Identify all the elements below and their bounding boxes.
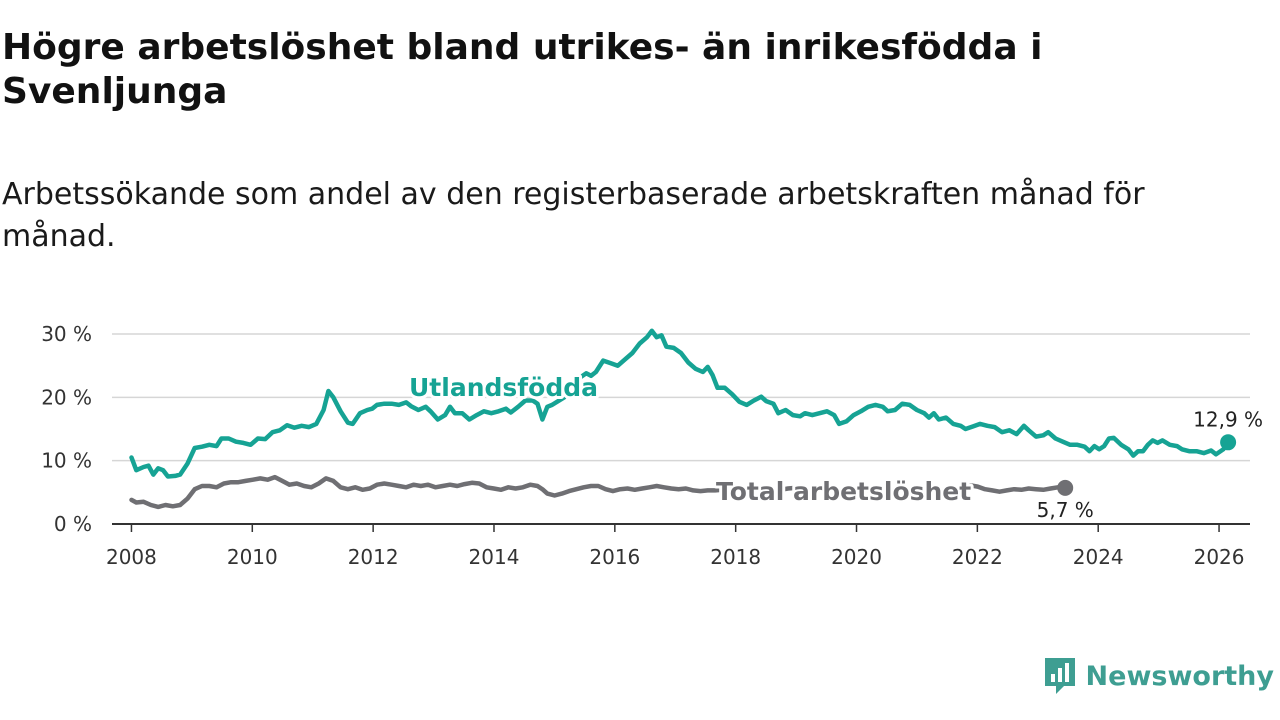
series-line-total-arbetsloshet	[129, 474, 1068, 510]
series-label-total-arbetsloshet: Total arbetslöshet	[716, 477, 971, 506]
end-point-utlandsfodda	[1220, 434, 1237, 451]
x-tick-label: 2018	[710, 545, 761, 569]
x-tick-label: 2014	[469, 545, 520, 569]
axis-layer: 0 % 10 % 20 % 30 % 2008 2010 2012 2014 2016 2018 2…	[41, 322, 1250, 569]
x-tick-label: 2012	[348, 545, 399, 569]
x-tick-label: 2008	[106, 545, 157, 569]
grid-layer	[112, 333, 1250, 462]
chart-subtitle: Arbetssökande som andel av den registerb…	[2, 177, 1145, 254]
brand-name: Newsworthy	[1085, 660, 1274, 692]
x-tick-label: 2016	[589, 545, 640, 569]
series-layer	[129, 328, 1237, 510]
y-tick-label: 30 %	[41, 322, 92, 346]
series-line-utlandsfodda	[129, 328, 1231, 479]
x-tick-label: 2020	[831, 545, 882, 569]
series-label-utlandsfodda: Utlandsfödda	[409, 373, 598, 402]
x-tick-label: 2026	[1194, 545, 1245, 569]
newsworthy-logo-icon	[1044, 658, 1075, 694]
y-tick-label: 0 %	[54, 512, 92, 536]
x-tick-label: 2022	[952, 545, 1003, 569]
y-tick-label: 20 %	[41, 385, 92, 409]
y-tick-label: 10 %	[41, 449, 92, 473]
brand-logo: Newsworthy	[1042, 656, 1274, 696]
end-label-total-arbetsloshet: 5,7 %	[1037, 498, 1094, 522]
end-label-utlandsfodda: 12,9 %	[1193, 407, 1263, 431]
x-tick-label: 2024	[1073, 545, 1124, 569]
x-tick-label: 2010	[227, 545, 278, 569]
end-point-total-arbetsloshet	[1057, 479, 1074, 496]
label-layer: Utlandsfödda Total arbetslöshet 12,9 % 5,7 …	[406, 370, 1266, 524]
chart-title: Högre arbetslöshet bland utrikes- än inr…	[2, 27, 1043, 112]
